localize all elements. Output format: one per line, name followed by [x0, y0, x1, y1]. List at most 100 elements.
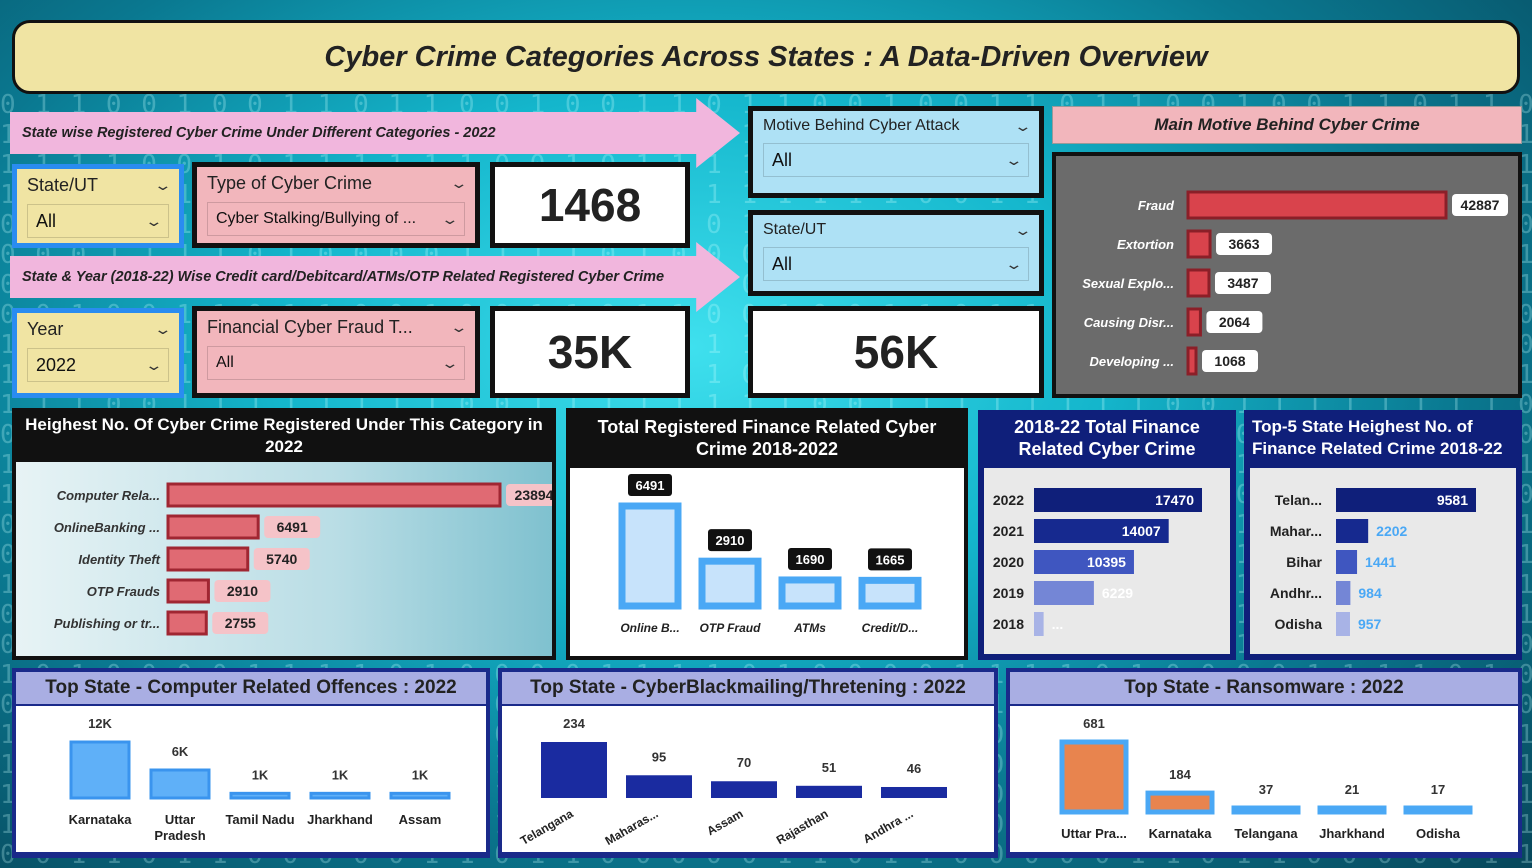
bar[interactable] [166, 578, 210, 604]
finance-years-bar-chart: 2022 17470 2021 14007 2020 10395 2019 6229 2018.… [993, 488, 1202, 636]
state-slicer-2[interactable]: State/UT ⌄ All ⌄ [748, 210, 1044, 296]
bar[interactable] [1336, 519, 1369, 543]
computer-offences-chart-area: 12K Karnataka 6K Uttar Pradesh 1K Tamil Nadu 1K… [16, 706, 486, 852]
data-label: 21 [1345, 782, 1359, 797]
financial-fraud-type-dropdown[interactable]: All ⌄ [207, 346, 465, 380]
bar[interactable] [1186, 229, 1212, 259]
category-label: Odisha [1416, 826, 1461, 841]
bar[interactable] [1336, 612, 1350, 636]
data-label: 184 [1169, 767, 1191, 782]
data-label: 1441 [1365, 554, 1396, 570]
chevron-down-icon[interactable]: ⌄ [1013, 117, 1033, 134]
bar[interactable] [389, 791, 451, 800]
chevron-down-icon[interactable]: ⌄ [449, 319, 469, 335]
data-label: 984 [1358, 585, 1382, 601]
bar[interactable] [309, 791, 371, 800]
motive-slicer[interactable]: Motive Behind Cyber Attack ⌄ All ⌄ [748, 106, 1044, 198]
slicer-value: All [772, 149, 793, 170]
data-label-box [708, 529, 752, 552]
bar[interactable] [1231, 805, 1301, 815]
chevron-down-icon[interactable]: ⌄ [153, 321, 173, 337]
finance-years-chart-area: 2022 17470 2021 14007 2020 10395 2019 6229 2018.… [984, 468, 1230, 654]
bar[interactable] [1403, 805, 1473, 815]
ransomware-chart-title: Top State - Ransomware : 2022 [1124, 677, 1404, 698]
category-label: Tamil Nadu [225, 812, 294, 827]
bar[interactable] [1034, 550, 1134, 574]
bar[interactable] [166, 514, 260, 540]
bar[interactable] [149, 768, 211, 800]
data-label-box [1202, 350, 1258, 372]
financial-fraud-type-slicer[interactable]: Financial Cyber Fraud T... ⌄ All ⌄ [192, 306, 480, 398]
motive-dropdown[interactable]: All ⌄ [763, 143, 1029, 177]
year-slicer[interactable]: Year ⌄ 2022 ⌄ [12, 308, 184, 398]
category-bar-chart: Computer Rela... 23894 OnlineBanking ... 64… [54, 482, 562, 636]
state-dropdown-2[interactable]: All ⌄ [763, 247, 1029, 281]
data-label: 1K [252, 767, 269, 782]
kpi-value: 35K [547, 326, 633, 378]
category-label: Andhra ... [861, 806, 916, 846]
dashboard-title-box: Cyber Crime Categories Across States : A… [12, 20, 1520, 94]
bar[interactable] [796, 785, 862, 798]
bar[interactable] [1034, 612, 1044, 636]
category-chart-panel: Heighest No. Of Cyber Crime Registered U… [12, 408, 562, 660]
bar[interactable] [229, 791, 291, 800]
data-label: 5740 [266, 551, 297, 567]
bar[interactable] [1186, 268, 1211, 298]
computer-offences-chart-panel: Top State - Computer Related Offences : … [12, 668, 490, 858]
state-dropdown-1[interactable]: All ⌄ [27, 204, 169, 238]
bar[interactable] [1059, 739, 1129, 815]
bar[interactable] [166, 546, 250, 572]
chevron-down-icon[interactable]: ⌄ [153, 177, 173, 193]
category-label: OTP Frauds [87, 584, 160, 599]
data-label: 1K [332, 767, 349, 782]
category-label: Sexual Explo... [1082, 276, 1174, 291]
bar[interactable] [1336, 550, 1358, 574]
slicer-label: Motive Behind Cyber Attack [763, 117, 960, 134]
bar[interactable] [69, 740, 131, 800]
bar[interactable] [1336, 581, 1351, 605]
bar[interactable] [1186, 346, 1198, 376]
data-label: 3663 [1228, 236, 1259, 252]
bar[interactable] [1145, 790, 1215, 815]
chevron-down-icon[interactable]: ⌄ [449, 175, 469, 191]
bar[interactable] [1186, 190, 1448, 220]
bar[interactable] [541, 742, 607, 798]
category-label: Causing Disr... [1084, 315, 1174, 330]
crime-type-slicer[interactable]: Type of Cyber Crime ⌄ Cyber Stalking/Bull… [192, 162, 480, 248]
year-dropdown[interactable]: 2022 ⌄ [27, 348, 169, 382]
ransomware-bar-chart: 681 Uttar Pra... 184 Karnataka 37 Telangana 21… [1059, 716, 1473, 841]
data-label: 70 [737, 755, 751, 770]
category-label: OnlineBanking ... [54, 520, 160, 535]
bar[interactable] [1034, 488, 1202, 512]
bar[interactable] [858, 576, 922, 610]
bar[interactable] [1336, 488, 1476, 512]
state-slicer-1[interactable]: State/UT ⌄ All ⌄ [12, 164, 184, 248]
bar[interactable] [166, 482, 502, 508]
category-label: Developing ... [1089, 354, 1174, 369]
category-label: Assam [399, 812, 442, 827]
bar[interactable] [778, 576, 842, 610]
bar[interactable] [1317, 805, 1387, 815]
chevron-down-icon[interactable]: ⌄ [1013, 221, 1033, 238]
category-label: 2020 [993, 554, 1024, 570]
bar[interactable] [1034, 581, 1094, 605]
arrow-label-bottom: State & Year (2018-22) Wise Credit card/… [22, 269, 665, 285]
bar[interactable] [698, 557, 762, 610]
category-label: Online B... [620, 621, 679, 635]
crime-type-dropdown[interactable]: Cyber Stalking/Bullying of ... ⌄ [207, 202, 465, 236]
bar[interactable] [1186, 307, 1202, 337]
bar[interactable] [711, 781, 777, 798]
slicer-value: All [36, 210, 57, 231]
kpi-card-2: 35K [490, 306, 690, 398]
data-label: 6491 [636, 478, 665, 493]
bar[interactable] [618, 502, 682, 610]
data-label: 1690 [796, 552, 825, 567]
category-label: 2019 [993, 585, 1024, 601]
data-label: 681 [1083, 716, 1105, 731]
bar[interactable] [881, 786, 947, 798]
bar[interactable] [626, 775, 692, 798]
bar[interactable] [166, 610, 208, 636]
arrow-label-top: State wise Registered Cyber Crime Under … [22, 125, 496, 141]
data-label: 1K [412, 767, 429, 782]
bar[interactable] [1034, 519, 1169, 543]
